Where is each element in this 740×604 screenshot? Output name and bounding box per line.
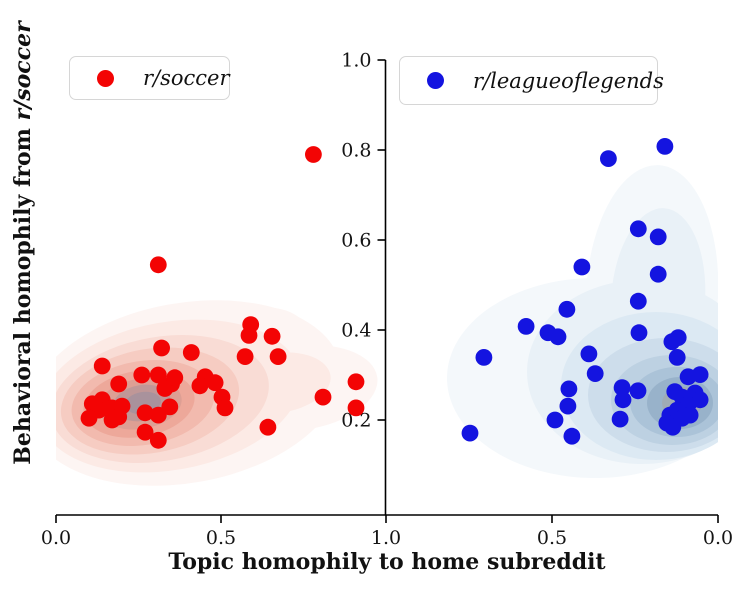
- data-point: [663, 333, 681, 351]
- x-tick-label: 0.0: [703, 527, 733, 549]
- data-point: [586, 365, 604, 382]
- data-point: [182, 344, 200, 361]
- data-point: [681, 406, 699, 424]
- data-point: [630, 324, 648, 342]
- x-axis-label: Topic homophily to home subreddit: [168, 549, 606, 575]
- data-point: [558, 300, 576, 318]
- data-point: [110, 375, 128, 393]
- data-point: [269, 348, 287, 365]
- data-point: [629, 292, 647, 310]
- data-point: [156, 380, 174, 397]
- data-point: [649, 228, 667, 246]
- data-point: [559, 397, 577, 415]
- legend-soccer-label: r/soccer: [143, 66, 230, 90]
- data-point: [580, 345, 598, 363]
- data-point: [149, 366, 167, 384]
- data-point: [206, 374, 224, 392]
- data-point: [475, 349, 493, 366]
- legend-leagueoflegends-label: r/leagueoflegends: [473, 68, 664, 93]
- x-tick-label: 0.0: [41, 527, 71, 549]
- data-point: [305, 146, 322, 163]
- data-point: [664, 418, 682, 436]
- data-point: [240, 327, 258, 344]
- x-tick-label: 0.5: [537, 527, 567, 549]
- kde-leagueoflegends: [447, 165, 718, 478]
- y-tick-label: 0.4: [341, 320, 371, 342]
- legend-leagueoflegends-dot-icon: [427, 72, 444, 89]
- y-tick-label: 0.2: [341, 410, 371, 432]
- legend-soccer-dot-icon: [97, 69, 114, 87]
- data-point: [216, 399, 234, 417]
- data-point: [614, 391, 632, 409]
- data-point: [656, 138, 674, 155]
- data-point: [166, 369, 184, 387]
- data-point: [691, 366, 709, 383]
- data-point: [110, 408, 128, 426]
- data-point: [161, 398, 179, 416]
- data-point: [461, 424, 479, 442]
- data-point: [136, 404, 154, 422]
- data-point: [613, 379, 631, 396]
- x-tick-label: 0.5: [206, 527, 236, 549]
- data-point: [560, 380, 578, 398]
- legend-leagueoflegends: r/leagueoflegends: [399, 56, 664, 105]
- y-tick-label: 1.0: [341, 50, 371, 72]
- x-tick-label: 1.0: [371, 527, 401, 549]
- series-r-leagueoflegends: [461, 138, 709, 445]
- data-point: [263, 327, 281, 345]
- series-r-soccer: [80, 146, 365, 449]
- data-point: [649, 265, 667, 283]
- y-tick-label: 0.6: [341, 230, 371, 252]
- data-point: [236, 348, 254, 365]
- data-point: [573, 258, 591, 276]
- data-point: [259, 418, 277, 436]
- data-point: [93, 357, 111, 375]
- data-point: [149, 431, 167, 449]
- data-point: [611, 410, 629, 428]
- data-point: [191, 377, 209, 395]
- y-tick-label: 0.8: [341, 140, 371, 162]
- data-point: [80, 409, 98, 427]
- data-point: [314, 388, 332, 406]
- data-point: [517, 318, 535, 335]
- data-point: [133, 366, 151, 384]
- data-point: [549, 328, 567, 346]
- data-point: [600, 150, 617, 168]
- data-point: [563, 427, 581, 445]
- data-point: [629, 220, 647, 238]
- data-point: [347, 399, 365, 417]
- data-point: [136, 423, 154, 441]
- data-point: [347, 373, 365, 391]
- data-point: [629, 382, 647, 400]
- data-point: [546, 411, 564, 429]
- data-point: [149, 256, 167, 274]
- data-point: [153, 339, 171, 357]
- legend-soccer: r/soccer: [69, 56, 230, 100]
- data-point: [668, 349, 686, 366]
- axes: [55, 59, 719, 523]
